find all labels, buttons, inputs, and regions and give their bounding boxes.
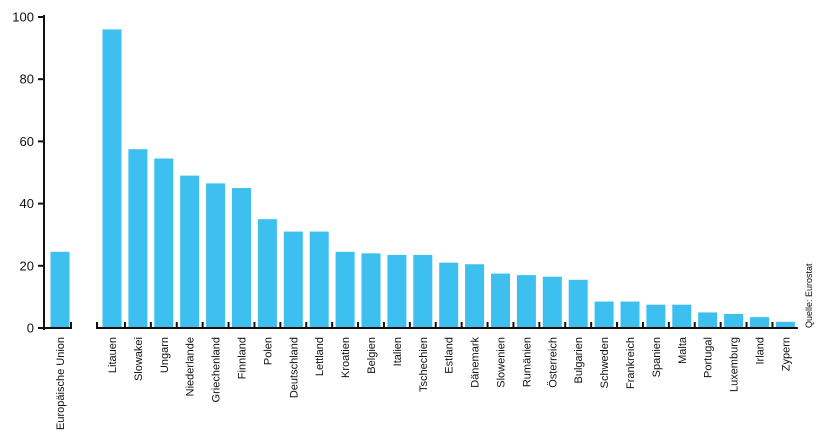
bar [594,301,614,328]
category-label: Estland [444,337,456,374]
category-label: Italien [392,337,404,366]
category-label: Deutschland [288,337,300,398]
category-label: Litauen [107,337,119,373]
bar [672,304,692,328]
y-tick-label: 100 [12,10,34,25]
bar [465,264,485,328]
category-label: Polen [262,337,274,365]
bar [724,314,744,328]
category-label: Luxemburg [729,337,741,392]
y-tick-label: 60 [20,134,34,149]
category-label: Österreich [547,337,559,388]
bar [542,276,562,328]
bar [335,251,355,328]
category-label: Frankreich [625,337,637,389]
bar [387,254,407,328]
bar [257,219,277,328]
category-label: Griechenland [211,337,223,402]
category-label: Belgien [366,337,378,374]
category-label: Portugal [703,337,715,378]
bar [206,183,226,328]
category-label: Lettland [314,337,326,376]
category-label: Kroatien [340,337,352,378]
category-label: Dänemark [470,337,482,388]
category-label: Rumänien [521,337,533,387]
bar [516,275,536,328]
category-label: Schweden [599,337,611,388]
category-label: Zypern [780,337,792,371]
bar [102,29,122,328]
source-label: Quelle: Eurostat [804,263,814,328]
bar [361,253,381,328]
bar [180,175,200,328]
y-tick-label: 0 [27,321,34,336]
bar [620,301,640,328]
bar [491,273,510,328]
bar [750,317,769,328]
bar [154,158,174,328]
bar [283,231,303,328]
y-tick-label: 20 [20,258,34,273]
category-label: Slowenien [496,337,508,388]
category-label: Malta [677,336,689,364]
bar [50,251,70,328]
category-label: Irland [755,337,767,365]
bar [309,231,329,328]
bar [232,188,251,328]
category-label: Bulgarien [573,337,585,383]
category-label: Tschechien [418,337,430,392]
y-axis: 0 20 40 60 80 100 [12,10,45,336]
bar [568,279,588,328]
bars [50,29,795,328]
category-label: Slowakei [133,337,145,381]
bar [413,254,433,328]
bar [128,149,148,328]
x-axis [44,322,798,329]
bar [698,312,718,328]
category-label: Europäische Union [55,337,67,430]
y-tick-label: 80 [20,72,34,87]
bar [439,262,459,328]
category-label: Spanien [651,337,663,377]
category-labels: Europäische Union Litauen Slowakei Ungarn Ni… [55,336,792,430]
bar [646,304,666,328]
category-label: Niederlande [185,337,197,396]
y-tick-label: 40 [20,196,34,211]
category-label: Finnland [237,337,249,379]
bar [775,321,795,328]
category-label: Ungarn [159,337,171,373]
